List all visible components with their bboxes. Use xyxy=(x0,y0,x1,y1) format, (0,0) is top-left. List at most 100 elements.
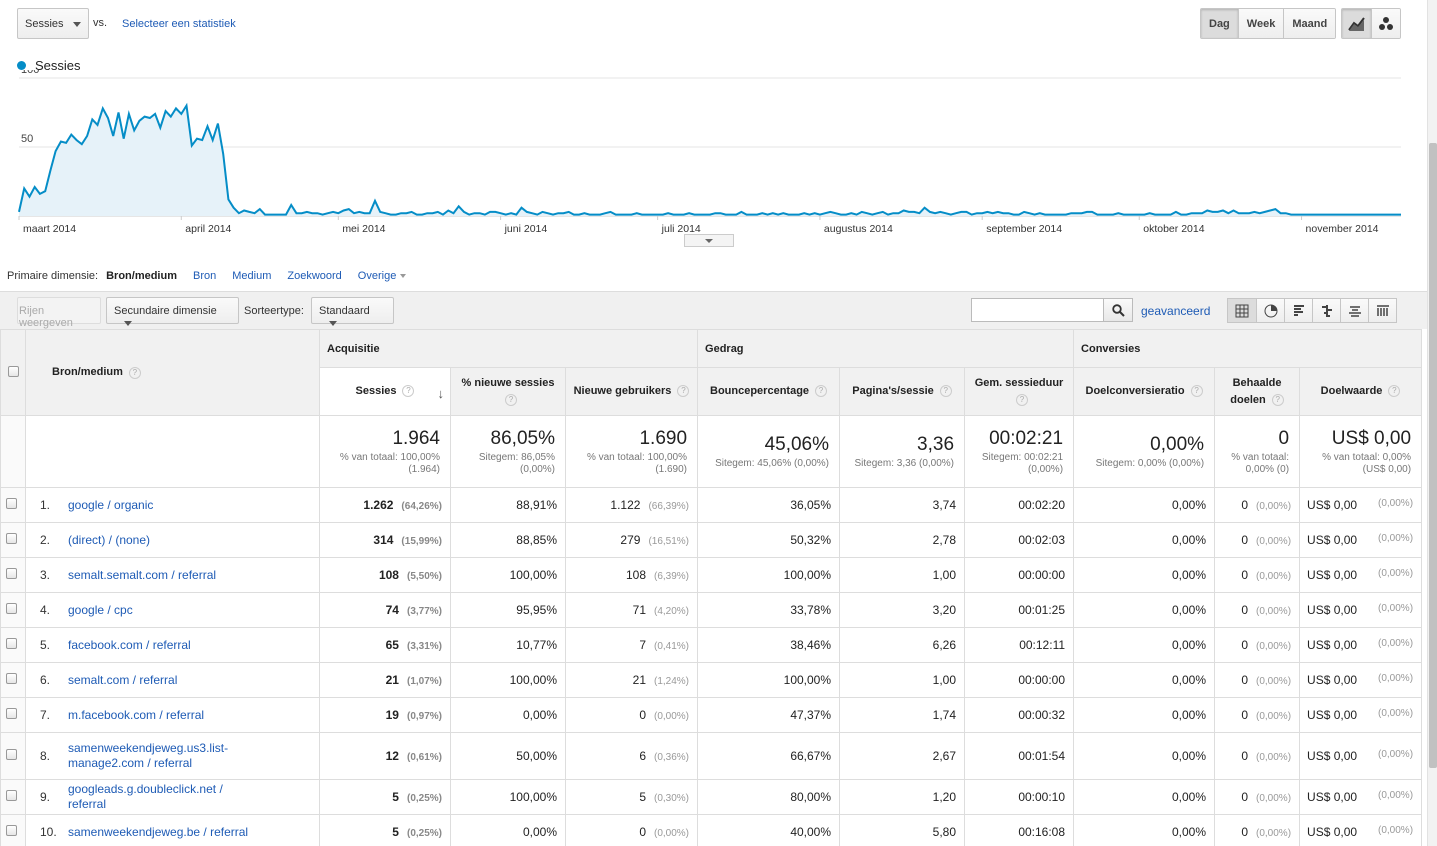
row-dimension-link[interactable]: semalt.semalt.com / referral xyxy=(68,567,217,582)
dimension-header[interactable]: Bron/medium? xyxy=(25,329,320,416)
x-tick-label: april 2014 xyxy=(185,223,231,235)
metric-cell: US$ 0,00 (0,00%) xyxy=(1299,627,1423,663)
compare-metric-link[interactable]: Selecteer een statistiek xyxy=(122,18,236,30)
metric-cell: 00:00:00 xyxy=(964,557,1075,593)
chevron-down-icon xyxy=(73,22,81,27)
granularity-week-button[interactable]: Week xyxy=(1237,9,1284,38)
dimension-option-zoekwoord[interactable]: Zoekwoord xyxy=(287,270,342,282)
sort-descending-icon[interactable]: ↓ xyxy=(437,386,445,401)
metric-percentage: (4,20%) xyxy=(654,606,690,617)
metric-percentage: (0,00%) xyxy=(654,711,690,722)
sort-type-dropdown[interactable]: Standaard xyxy=(311,297,394,326)
column-header[interactable]: Pagina's/sessie? xyxy=(839,367,966,416)
table-search-input[interactable] xyxy=(971,298,1104,322)
column-header[interactable]: Bouncepercentage? xyxy=(697,367,841,416)
plot-rows-button[interactable]: Rijen weergeven xyxy=(17,297,101,329)
help-icon[interactable]: ? xyxy=(505,393,517,406)
column-header[interactable]: Behaalde doelen? xyxy=(1214,367,1301,416)
help-icon[interactable]: ? xyxy=(1190,385,1203,398)
line-chart-icon[interactable] xyxy=(1342,9,1371,38)
row-dimension-link[interactable]: m.facebook.com / referral xyxy=(68,707,205,722)
secondary-dimension-dropdown[interactable]: Secundaire dimensie xyxy=(106,297,239,326)
total-cell: 1.964% van totaal: 100,00% (1.964) xyxy=(319,415,451,488)
metric-cell: 50,32% xyxy=(697,522,841,558)
help-icon[interactable]: ? xyxy=(939,385,952,398)
row-dimension-link[interactable]: semalt.com / referral xyxy=(68,672,178,687)
granularity-day-button[interactable]: Dag xyxy=(1201,9,1238,38)
column-header[interactable]: Nieuwe gebruikers? xyxy=(564,367,699,416)
column-header[interactable]: Doelwaarde? xyxy=(1299,367,1423,416)
performance-view-icon[interactable] xyxy=(1284,299,1312,322)
pivot-view-icon[interactable] xyxy=(1368,299,1396,322)
table-row: 2. (direct) / (none) 314 (15,99%) 88,85% 279 (… xyxy=(0,522,1423,558)
column-header-label: Bouncepercentage xyxy=(710,385,810,397)
dimension-option-bron[interactable]: Bron xyxy=(193,270,217,282)
metric-select[interactable]: Sessies xyxy=(17,8,89,39)
select-all-checkbox[interactable] xyxy=(8,365,19,377)
row-dimension-link[interactable]: samenweekendjeweg.be / referral xyxy=(68,824,249,839)
pie-view-icon[interactable] xyxy=(1256,299,1284,322)
help-icon[interactable]: ? xyxy=(128,366,141,379)
scrollbar-thumb[interactable] xyxy=(1429,143,1437,768)
metric-percentage: (1,07%) xyxy=(406,676,442,687)
chart-resize-handle[interactable] xyxy=(684,234,734,247)
row-dimension-link[interactable]: (direct) / (none) xyxy=(68,532,151,547)
table-view-icon[interactable] xyxy=(1228,299,1256,322)
column-header[interactable]: % nieuwe sessies? xyxy=(450,367,566,416)
row-checkbox[interactable] xyxy=(6,603,17,614)
row-checkbox[interactable] xyxy=(6,568,17,579)
row-checkbox-cell xyxy=(0,557,26,593)
granularity-month-button[interactable]: Maand xyxy=(1283,9,1336,38)
help-icon[interactable]: ? xyxy=(1271,393,1284,406)
total-cell: 86,05% Sitegem: 86,05% (0,00%) xyxy=(450,415,566,488)
legend-dot xyxy=(17,61,26,70)
report-table: Bron/medium? Acquisitie Gedrag Conversie… xyxy=(0,329,1423,846)
row-index: 6. xyxy=(40,673,51,687)
row-checkbox[interactable] xyxy=(6,498,17,509)
group-acquisitie: Acquisitie xyxy=(318,329,699,368)
row-dimension-link[interactable]: google / organic xyxy=(68,497,154,512)
row-checkbox[interactable] xyxy=(6,790,17,801)
column-header[interactable]: Sessies? ↓ xyxy=(319,367,451,416)
metric-value: 88,85% xyxy=(516,533,557,547)
metric-cell: 0,00% xyxy=(1073,627,1216,663)
row-checkbox[interactable] xyxy=(6,638,17,649)
row-checkbox[interactable] xyxy=(6,673,17,684)
metric-cell: 88,85% xyxy=(450,522,566,558)
metric-value: 0,00% xyxy=(1172,603,1207,617)
help-icon[interactable]: ? xyxy=(815,385,828,398)
row-checkbox[interactable] xyxy=(6,749,17,760)
table-row: 9. googleads.g.doubleclick.net / referral… xyxy=(0,779,1423,815)
metric-cell: US$ 0,00 (0,00%) xyxy=(1299,557,1423,593)
column-header[interactable]: Gem. sessieduur? xyxy=(964,367,1075,416)
metric-cell: 1,00 xyxy=(839,557,966,593)
row-dimension-link[interactable]: facebook.com / referral xyxy=(68,637,191,652)
help-icon[interactable]: ? xyxy=(402,385,415,398)
table-toolbar: Rijen weergeven Secundaire dimensie Sort… xyxy=(0,291,1427,329)
metric-value: 33,78% xyxy=(790,603,832,617)
row-checkbox[interactable] xyxy=(6,533,17,544)
row-checkbox-cell xyxy=(0,697,26,733)
help-icon[interactable]: ? xyxy=(1016,393,1029,406)
vertical-scrollbar[interactable] xyxy=(1427,0,1437,846)
row-dimension-link[interactable]: googleads.g.doubleclick.net / referral xyxy=(68,782,223,811)
row-dimension-link[interactable]: samenweekendjeweg.us3.list-manage2.com /… xyxy=(68,741,229,770)
term-cloud-icon[interactable] xyxy=(1340,299,1368,322)
search-icon[interactable] xyxy=(1104,298,1133,322)
row-checkbox[interactable] xyxy=(6,825,17,836)
y-tick-label: 100 xyxy=(21,70,39,76)
row-checkbox[interactable] xyxy=(6,708,17,719)
metric-value: 0,00% xyxy=(1172,749,1207,763)
motion-chart-icon[interactable] xyxy=(1371,9,1400,38)
row-dimension-link[interactable]: google / cpc xyxy=(68,602,133,617)
help-icon[interactable]: ? xyxy=(1388,385,1401,398)
column-header[interactable]: Doelconversieratio? xyxy=(1073,367,1216,416)
metric-cell: 100,00% xyxy=(450,557,566,593)
metric-percentage: (0,00%) xyxy=(1256,606,1292,617)
comparison-view-icon[interactable] xyxy=(1312,299,1340,322)
help-icon[interactable]: ? xyxy=(677,385,690,398)
dimension-option-medium[interactable]: Medium xyxy=(232,270,272,282)
advanced-filter-link[interactable]: geavanceerd xyxy=(1141,304,1211,318)
total-subtext: % van totaal: 100,00% (1.964) xyxy=(339,451,440,475)
dimension-option-overige[interactable]: Overige xyxy=(358,270,407,282)
